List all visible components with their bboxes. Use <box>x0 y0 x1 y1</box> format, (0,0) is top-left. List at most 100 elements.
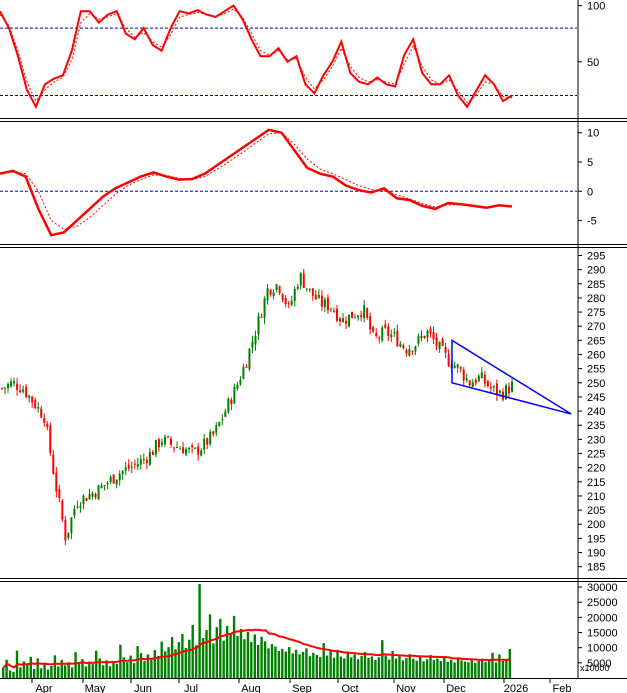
candle-body <box>305 288 308 290</box>
volume-bar <box>88 661 91 678</box>
candle-body <box>462 369 465 381</box>
candle-body <box>420 335 423 339</box>
volume-bar <box>122 657 125 678</box>
volume-bar <box>501 661 505 678</box>
month-label: Feb <box>553 683 572 693</box>
candle-body <box>384 324 387 328</box>
volume-bar <box>456 657 460 678</box>
volume-bar <box>360 655 363 678</box>
y-tick-label: 250 <box>587 378 605 390</box>
volume-bar <box>212 643 215 678</box>
y-tick-label: 290 <box>587 265 605 277</box>
volume-bar <box>205 630 208 678</box>
volume-bar <box>198 584 201 678</box>
volume-bar <box>91 664 94 678</box>
candle-body <box>157 439 160 448</box>
candle-body <box>242 366 245 379</box>
volume-bar <box>467 662 470 678</box>
candle-body <box>326 297 329 311</box>
candle-body <box>124 467 127 471</box>
volume-bar <box>257 645 260 678</box>
candle-body <box>127 464 130 469</box>
volume-bar <box>112 662 115 678</box>
volume-bar <box>274 646 277 678</box>
candle-body <box>34 400 37 409</box>
candle-body <box>142 459 145 461</box>
volume-bar <box>443 656 446 678</box>
y-tick-label: 100 <box>587 1 605 13</box>
candle-body <box>260 317 263 319</box>
volume-bar <box>108 666 112 678</box>
volume-bar <box>329 651 332 678</box>
candle-body <box>179 448 182 450</box>
candle-body <box>49 425 52 454</box>
candle-body <box>432 332 435 340</box>
volume-bar <box>201 638 205 678</box>
macd-panel <box>0 128 577 237</box>
candle-body <box>239 379 242 385</box>
candle-body <box>227 398 230 413</box>
month-label: Sep <box>292 683 312 693</box>
volume-bar <box>70 667 74 678</box>
candle-body <box>375 332 378 337</box>
volume-bar <box>170 637 174 678</box>
volume-bar <box>22 661 26 678</box>
volume-bar <box>12 671 15 678</box>
macd-signal-line <box>0 132 512 230</box>
month-label: Dec <box>446 683 466 693</box>
volume-bar <box>236 635 239 678</box>
volume-bar <box>508 648 511 678</box>
volume-bar <box>325 655 329 678</box>
candle-body <box>182 447 185 454</box>
candle-body <box>40 408 43 418</box>
macd-main-line <box>0 128 513 237</box>
volume-bar <box>8 670 12 678</box>
volume-bar <box>322 643 325 678</box>
candle-body <box>498 390 501 393</box>
candle-body <box>121 470 124 475</box>
candle-body <box>1 388 3 390</box>
volume-bar <box>188 639 191 678</box>
candle-body <box>360 315 363 318</box>
candle-body <box>477 375 480 382</box>
candle-body <box>489 386 492 389</box>
y-tick-label: 295 <box>587 250 605 262</box>
candle-body <box>85 498 88 501</box>
candle-body <box>79 506 82 509</box>
candle-body <box>139 459 142 465</box>
volume-bar <box>412 658 415 678</box>
y-tick-label: 5000 <box>587 658 611 670</box>
candle-body <box>293 288 296 302</box>
volume-bar <box>43 662 46 678</box>
volume-bar <box>146 654 150 678</box>
candle-body <box>459 367 462 369</box>
candle-body <box>16 383 19 390</box>
candle-body <box>52 454 55 474</box>
candle-body <box>284 298 287 305</box>
candle-body <box>25 386 28 397</box>
candle-body <box>28 395 31 398</box>
volume-bar <box>446 661 449 678</box>
candle-body <box>332 310 335 312</box>
candle-body <box>372 327 375 332</box>
candle-body <box>296 286 299 289</box>
candle-body <box>329 308 332 310</box>
volume-bar <box>67 662 70 678</box>
volume-bar <box>160 641 163 678</box>
volume-bar <box>232 615 236 678</box>
y-tick-label: 280 <box>587 293 605 305</box>
y-tick-label: 10000 <box>587 643 618 655</box>
volume-bar <box>505 659 508 678</box>
candle-body <box>402 344 405 349</box>
candle-body <box>468 380 471 386</box>
volume-bar <box>484 661 487 678</box>
y-tick-label: 205 <box>587 505 605 517</box>
candle-body <box>188 448 191 450</box>
month-label: Nov <box>396 683 416 693</box>
candle-body <box>444 347 447 353</box>
candle-body <box>194 447 197 449</box>
volume-bar <box>387 659 391 678</box>
candle-body <box>429 328 432 334</box>
candle-body <box>10 381 13 387</box>
volume-bar <box>39 668 43 678</box>
